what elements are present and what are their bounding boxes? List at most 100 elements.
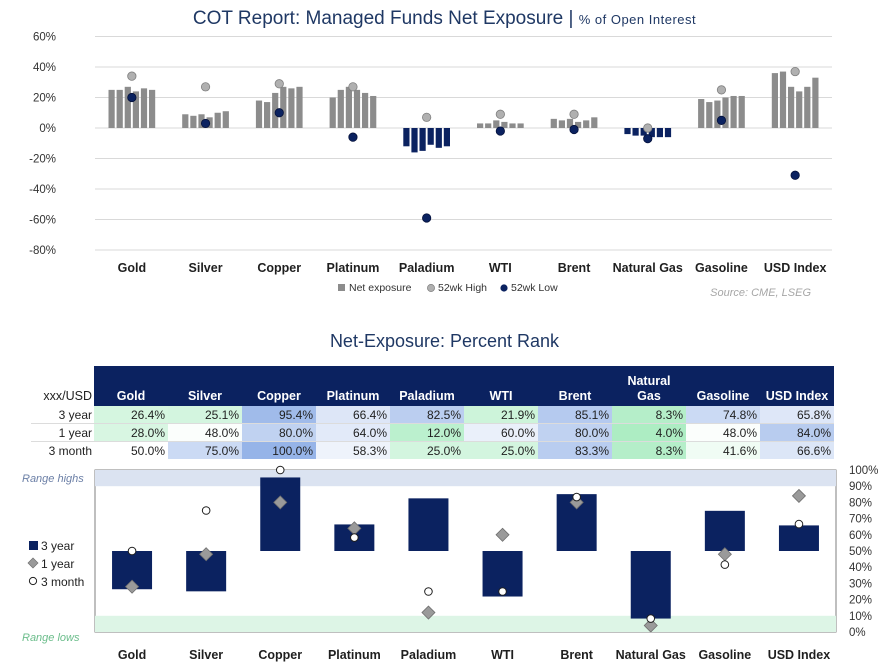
rank-1year-diamond (791, 488, 807, 503)
table-cell: 12.0% (390, 423, 464, 442)
net-exposure-bar (108, 89, 115, 128)
legend-swatch-1year (27, 557, 39, 569)
x-category-label: Silver (189, 261, 223, 275)
x-category-label: Gasoline (698, 648, 751, 662)
y-tick-label: 40% (33, 62, 56, 74)
table-cell: 28.0% (94, 423, 168, 442)
legend-swatch-3year (29, 541, 38, 550)
net-exposure-bar (427, 128, 434, 145)
table-cell: 25.0% (390, 441, 464, 459)
rank-3year-bar (704, 510, 745, 551)
net-exposure-bar (706, 102, 713, 128)
range-highs-label: Range highs (22, 473, 84, 485)
table-cell: 83.3% (538, 441, 612, 459)
column-header: Copper (242, 366, 316, 406)
column-header: Paladium (390, 366, 464, 406)
net-exposure-bar (477, 123, 484, 128)
net-exposure-bar (509, 123, 516, 128)
low-52wk-point (643, 134, 653, 144)
high-52wk-point (495, 109, 505, 119)
rank-1year-diamond (421, 605, 436, 620)
table-cell: 21.9% (464, 406, 538, 424)
net-exposure-bar (664, 128, 672, 138)
legend-swatch-net (338, 284, 345, 291)
table-cell: 80.0% (242, 423, 316, 442)
rank-3month-circle (275, 465, 285, 475)
net-exposure-bar (804, 86, 811, 128)
table-row: 3 month 50.0% 75.0% 100.0% 58.3% 25.0% 25.0% 83… (31, 441, 834, 459)
top-chart-legend: Net exposure 52wk High 52wk Low (338, 282, 558, 294)
table-cell: 60.0% (464, 423, 538, 442)
table-corner-label: xxx/USD (31, 366, 94, 406)
table-cell: 95.4% (242, 406, 316, 424)
percent-rank-chart: Range highs Range lows 100% 90% 80% 70% 60% 50%… (22, 465, 878, 662)
source-note: Source: CME, LSEG (710, 287, 811, 299)
rank-3month-circle (646, 614, 656, 623)
legend-label: Net exposure (349, 282, 412, 294)
net-exposure-bar (264, 102, 271, 128)
table-cell: 82.5% (390, 406, 464, 424)
rank-3month-circle (720, 560, 730, 569)
y-tick-label: 20% (849, 595, 872, 607)
y-tick-label: 20% (33, 93, 56, 105)
net-exposure-bar (632, 128, 639, 136)
x-category-label: Natural Gas (613, 261, 683, 275)
table-cell: 50.0% (94, 441, 168, 459)
net-exposure-bar (485, 123, 492, 128)
table-cell: 84.0% (760, 423, 834, 442)
low-52wk-point (422, 213, 432, 223)
net-exposure-bar (132, 91, 139, 128)
table-cell: 25.0% (464, 441, 538, 459)
legend-swatch-low (500, 284, 508, 292)
net-exposure-bar (370, 95, 377, 128)
column-header: Brent (538, 366, 612, 406)
high-52wk-point (716, 85, 727, 95)
table-cell: 58.3% (316, 441, 390, 459)
net-exposure-bar (116, 89, 123, 128)
table-cell: 48.0% (168, 423, 242, 442)
low-52wk-point (716, 115, 727, 125)
x-category-label: Silver (189, 648, 223, 662)
high-52wk-point (643, 123, 653, 133)
net-exposure-bar (812, 77, 819, 128)
x-category-label: Platinum (328, 648, 381, 662)
net-exposure-bar (730, 95, 737, 128)
row-label: 1 year (31, 423, 94, 442)
y-tick-label: -80% (29, 245, 56, 257)
x-category-label: Gasoline (695, 261, 748, 275)
net-exposure-bar (222, 111, 229, 128)
x-category-label: Paladium (399, 261, 455, 275)
y-tick-label: 0% (849, 627, 866, 639)
net-exposure-bar (771, 73, 778, 128)
net-exposure-bar (255, 100, 263, 128)
table-cell: 85.1% (538, 406, 612, 424)
net-exposure-bar (722, 97, 729, 128)
x-category-label: Paladium (401, 648, 457, 662)
net-exposure-bar (779, 71, 787, 128)
low-52wk-point (200, 118, 211, 129)
table-cell: 41.6% (686, 441, 760, 459)
net-exposure-bar (198, 114, 205, 128)
rank-1year-diamond (495, 527, 510, 542)
net-exposure-bar (648, 128, 655, 138)
net-exposure-bar (583, 120, 590, 128)
y-tick-label: -20% (29, 154, 56, 166)
net-exposure-bar (214, 112, 221, 128)
net-exposure-bar (296, 86, 303, 128)
table-row: 3 year 26.4% 25.1% 95.4% 66.4% 82.5% 21.9% 85.1… (31, 406, 834, 424)
x-category-label: Brent (558, 261, 591, 275)
range-lows-label: Range lows (22, 632, 80, 644)
x-category-label: Gold (118, 648, 146, 662)
top-chart: 60% 40% 20% 0% -20% -40% -60% -80% Gold Silver Cop… (29, 32, 832, 294)
net-exposure-bar (698, 99, 705, 128)
y-tick-label: 0% (39, 123, 56, 135)
high-52wk-point (200, 82, 211, 92)
y-tick-label: 100% (849, 465, 878, 477)
legend-label: 52wk High (438, 282, 487, 294)
column-header: Gold (94, 366, 168, 406)
legend-label: 3 year (41, 539, 74, 553)
low-52wk-point (348, 132, 358, 142)
net-exposure-bar (280, 86, 287, 128)
table-cell: 25.1% (168, 406, 242, 424)
low-52wk-point (127, 92, 137, 103)
